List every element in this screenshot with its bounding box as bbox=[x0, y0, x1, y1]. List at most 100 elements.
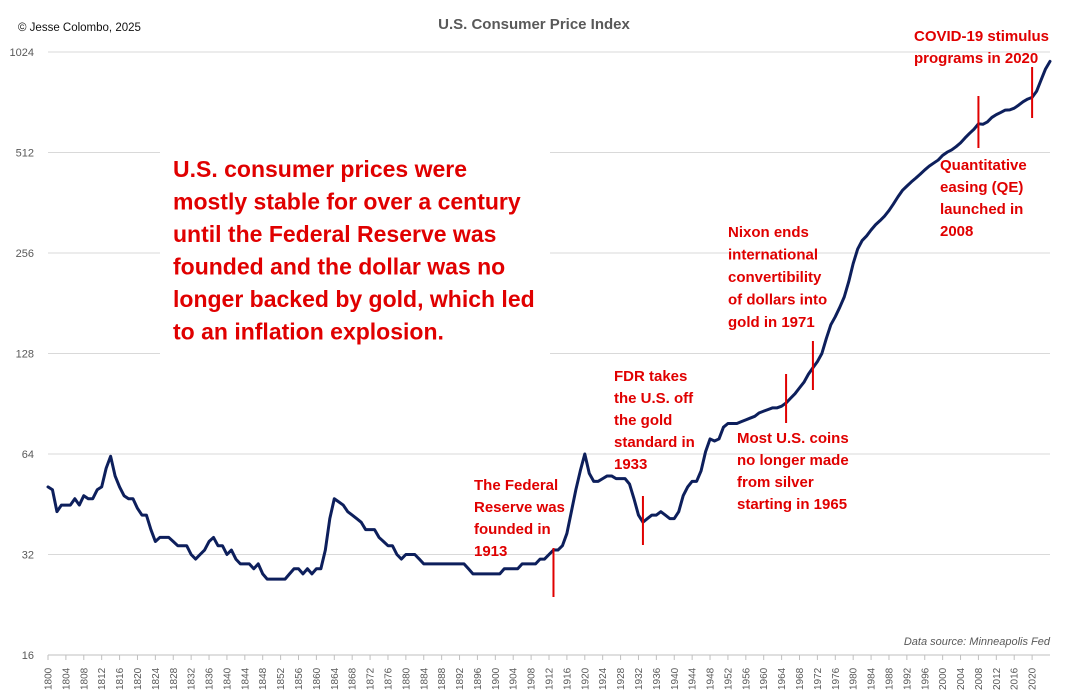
x-tick-label: 1984 bbox=[867, 667, 878, 690]
x-tick-label: 1852 bbox=[276, 667, 287, 690]
event-label-line: international bbox=[728, 247, 818, 264]
x-tick-label: 1952 bbox=[723, 667, 734, 690]
event-label-line: no longer made bbox=[737, 452, 849, 469]
x-tick-label: 1936 bbox=[652, 667, 663, 690]
x-tick-label: 1944 bbox=[688, 667, 699, 690]
y-axis: 16 32 64 128 256 512 1024 bbox=[10, 47, 34, 662]
main-annotation-line: to an inflation explosion. bbox=[173, 319, 444, 345]
x-tick-label: 2004 bbox=[956, 667, 967, 690]
x-tick-label: 1844 bbox=[240, 667, 251, 690]
event-label-line: founded in bbox=[474, 521, 551, 538]
x-tick-label: 1900 bbox=[491, 667, 502, 690]
main-annotation-line: until the Federal Reserve was bbox=[173, 221, 496, 247]
x-tick-label: 1860 bbox=[312, 667, 323, 690]
x-tick-label: 2016 bbox=[1010, 667, 1021, 690]
x-tick-label: 1908 bbox=[527, 667, 538, 690]
x-tick-label: 1976 bbox=[831, 667, 842, 690]
x-tick-label: 1864 bbox=[330, 667, 341, 690]
event-label-line: COVID-19 stimulus bbox=[914, 28, 1049, 45]
event-label-line: launched in bbox=[940, 201, 1023, 218]
x-tick-label: 1988 bbox=[884, 667, 895, 690]
x-tick-label: 1920 bbox=[580, 667, 591, 690]
x-tick-label: 1960 bbox=[759, 667, 770, 690]
y-tick-label: 32 bbox=[22, 550, 34, 562]
event-label-line: 1913 bbox=[474, 543, 507, 560]
x-tick-label: 1824 bbox=[151, 667, 162, 690]
x-tick-label: 1996 bbox=[920, 667, 931, 690]
event-label-line: starting in 1965 bbox=[737, 496, 847, 513]
x-tick-label: 1892 bbox=[455, 667, 466, 690]
y-tick-label: 16 bbox=[22, 650, 34, 662]
x-tick-label: 1808 bbox=[79, 667, 90, 690]
x-axis: 1800 1804 1808 1812 1816 1820 1824 1828 1832 1836… bbox=[44, 654, 1050, 690]
x-tick-label: 1832 bbox=[187, 667, 198, 690]
x-tick-label: 1972 bbox=[813, 667, 824, 690]
event-label-line: the U.S. off bbox=[614, 390, 694, 407]
x-tick-label: 2008 bbox=[974, 667, 985, 690]
event-label-line: 2008 bbox=[940, 223, 973, 240]
x-tick-label: 2012 bbox=[992, 667, 1003, 690]
x-tick-label: 1884 bbox=[419, 667, 430, 690]
main-annotation-box bbox=[160, 142, 550, 354]
x-tick-label: 1928 bbox=[616, 667, 627, 690]
x-tick-label: 1816 bbox=[115, 667, 126, 690]
x-tick-label: 1932 bbox=[634, 667, 645, 690]
y-tick-label: 64 bbox=[22, 449, 34, 461]
x-tick-label: 1856 bbox=[294, 667, 305, 690]
event-label-line: from silver bbox=[737, 474, 814, 491]
main-annotation-line: founded and the dollar was no bbox=[173, 254, 505, 280]
event-label-line: convertibility bbox=[728, 269, 822, 286]
event-annotation-1965: Most U.S. coins no longer made from silver… bbox=[737, 374, 849, 513]
x-tick-label: 1836 bbox=[205, 667, 216, 690]
event-label-line: of dollars into bbox=[728, 292, 827, 309]
x-tick-label: 1964 bbox=[777, 667, 788, 690]
event-label-line: FDR takes bbox=[614, 368, 687, 385]
x-tick-label: 1904 bbox=[509, 667, 520, 690]
event-annotations: The Federal Reserve was founded in 1913 FDR … bbox=[474, 28, 1049, 597]
x-tick-label: 1828 bbox=[169, 667, 180, 690]
x-tick-label: 1992 bbox=[902, 667, 913, 690]
event-label-line: The Federal bbox=[474, 477, 558, 494]
event-label-line: 1933 bbox=[614, 456, 647, 473]
y-tick-label: 256 bbox=[16, 248, 34, 260]
y-tick-label: 128 bbox=[16, 349, 34, 361]
x-tick-label: 1956 bbox=[741, 667, 752, 690]
x-tick-label: 1980 bbox=[849, 667, 860, 690]
event-label-line: programs in 2020 bbox=[914, 50, 1038, 67]
event-annotation-1933: FDR takes the U.S. off the gold standard in… bbox=[614, 368, 695, 545]
event-label-line: standard in bbox=[614, 434, 695, 451]
main-annotation-line: mostly stable for over a century bbox=[173, 189, 521, 215]
x-tick-label: 1840 bbox=[222, 667, 233, 690]
x-tick-label: 1800 bbox=[44, 667, 55, 690]
event-annotation-1971: Nixon ends international convertibility of … bbox=[728, 224, 827, 390]
main-annotation-line: longer backed by gold, which led bbox=[173, 286, 535, 312]
x-tick-label: 1940 bbox=[670, 667, 681, 690]
x-tick-label: 1868 bbox=[348, 667, 359, 690]
data-source-note: Data source: Minneapolis Fed bbox=[904, 636, 1051, 648]
event-annotation-2020: COVID-19 stimulus programs in 2020 bbox=[914, 28, 1049, 118]
x-tick-label: 1968 bbox=[795, 667, 806, 690]
chart-title: U.S. Consumer Price Index bbox=[438, 16, 630, 33]
cpi-series-line bbox=[46, 59, 1052, 581]
x-tick-label: 1880 bbox=[401, 667, 412, 690]
x-tick-label: 2020 bbox=[1028, 667, 1039, 690]
event-label-line: easing (QE) bbox=[940, 179, 1023, 196]
y-tick-label: 512 bbox=[16, 148, 34, 160]
x-tick-label: 1872 bbox=[366, 667, 377, 690]
event-label-line: the gold bbox=[614, 412, 672, 429]
x-tick-label: 1848 bbox=[258, 667, 269, 690]
event-label-line: Reserve was bbox=[474, 499, 565, 516]
x-tick-label: 1916 bbox=[562, 667, 573, 690]
x-tick-label: 1924 bbox=[598, 667, 609, 690]
event-label-line: Quantitative bbox=[940, 157, 1027, 174]
event-label-line: Most U.S. coins bbox=[737, 430, 849, 447]
y-tick-label: 1024 bbox=[10, 47, 34, 59]
event-label-line: Nixon ends bbox=[728, 224, 809, 241]
event-annotation-1913: The Federal Reserve was founded in 1913 bbox=[474, 477, 565, 597]
event-label-line: gold in 1971 bbox=[728, 314, 815, 331]
x-tick-label: 1948 bbox=[706, 667, 717, 690]
x-tick-label: 1804 bbox=[61, 667, 72, 690]
x-tick-label: 1888 bbox=[437, 667, 448, 690]
x-tick-label: 1812 bbox=[97, 667, 108, 690]
